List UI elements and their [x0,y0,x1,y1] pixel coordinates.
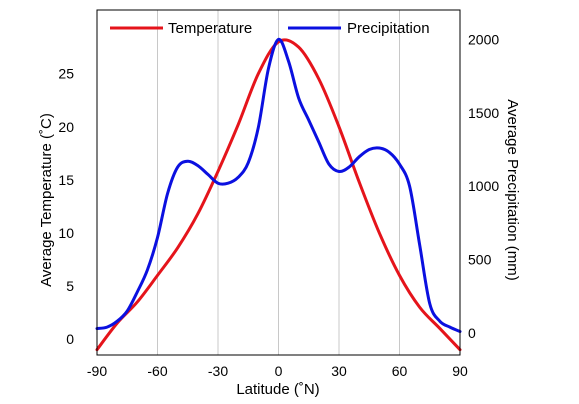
y-left-tick-label: 10 [58,225,74,241]
y-right-tick-label: 1000 [468,178,499,194]
legend-label: Precipitation [347,20,430,37]
series-layer [95,37,462,352]
x-axis-label: Latitude (˚N) [236,381,319,398]
left-axis-label: Average Temperature (˚C) [38,113,55,287]
plot-frame [96,9,461,356]
x-axis-ticks: -90 -60 -30 0 30 60 90 [87,363,468,379]
legend-item: Temperature [110,20,252,37]
y-right-tick-label: 1500 [468,105,499,121]
y-right-tick-label: 0 [468,325,476,341]
y-left-tick-label: 0 [66,331,74,347]
grid-lines [157,10,400,355]
x-tick-label: 60 [392,363,408,379]
y-left-tick-label: 5 [66,278,74,294]
y-left-tick-label: 20 [58,119,74,135]
y-left-tick-label: 15 [58,172,74,188]
x-tick-label: -90 [87,363,107,379]
x-tick-label: 30 [331,363,347,379]
temperature-line [95,38,462,352]
legend-label: Temperature [168,20,252,37]
right-axis-ticks: 0 500 1000 1500 2000 [468,31,499,341]
x-tick-label: -60 [147,363,167,379]
right-axis-label: Average Precipitation (mm) [504,99,521,280]
legend-item: Precipitation [288,20,430,37]
precipitation-line [95,37,462,334]
y-left-tick-label: 25 [58,66,74,82]
legend: Temperature Precipitation [110,20,430,37]
left-axis-ticks: 0 5 10 15 20 25 [58,66,74,347]
y-right-tick-label: 2000 [468,31,499,47]
x-tick-label: -30 [208,363,228,379]
y-right-tick-label: 500 [468,252,492,268]
x-tick-label: 90 [452,363,468,379]
x-tick-label: 0 [275,363,283,379]
